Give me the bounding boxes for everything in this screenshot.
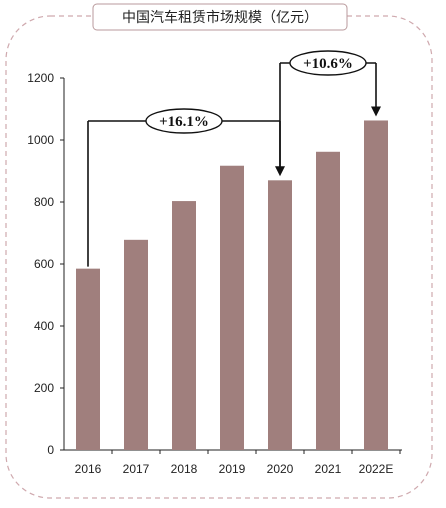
chart-frame	[5, 15, 433, 499]
x-tick-label: 2022E	[359, 462, 394, 476]
annotation-label: +16.1%	[159, 114, 209, 130]
bar	[172, 201, 196, 450]
y-tick-label: 800	[34, 195, 54, 209]
bar	[220, 165, 244, 451]
x-tick-label: 2019	[219, 462, 246, 476]
chart-title-box	[92, 3, 348, 31]
x-tick-labels: 2016 2017 2018 2019 2020 2021 2022E	[75, 450, 401, 476]
annotation-label-ellipse	[145, 108, 223, 134]
bar	[124, 239, 148, 450]
bar	[364, 120, 388, 450]
y-tick-label: 200	[34, 381, 54, 395]
x-tick-label: 2021	[315, 462, 342, 476]
y-tick-label: 1000	[27, 133, 54, 147]
y-tick-label: 600	[34, 257, 54, 271]
annotation-arrowhead	[275, 166, 285, 177]
growth-annotations: +16.1% +10.6%	[87, 50, 381, 267]
y-tick-label: 1200	[27, 71, 54, 85]
annotation-label-ellipse	[289, 50, 367, 76]
bar	[268, 180, 292, 451]
y-tick-label: 0	[47, 443, 54, 457]
x-tick-label: 2020	[267, 462, 294, 476]
bar	[316, 151, 340, 450]
bars	[76, 120, 388, 451]
x-tick-label: 2017	[123, 462, 150, 476]
chart-title-group: 中国汽车租赁市场规模（亿元）	[92, 3, 348, 31]
bar	[76, 268, 100, 450]
annotation-label: +10.6%	[303, 56, 353, 72]
y-ticks: 0 200 400 600 800 1000 1200	[27, 71, 64, 457]
x-tick-label: 2016	[75, 462, 102, 476]
x-tick-label: 2018	[171, 462, 198, 476]
annotation-arrowhead	[371, 106, 381, 117]
y-tick-label: 400	[34, 319, 54, 333]
chart-title: 中国汽车租赁市场规模（亿元）	[122, 9, 318, 26]
